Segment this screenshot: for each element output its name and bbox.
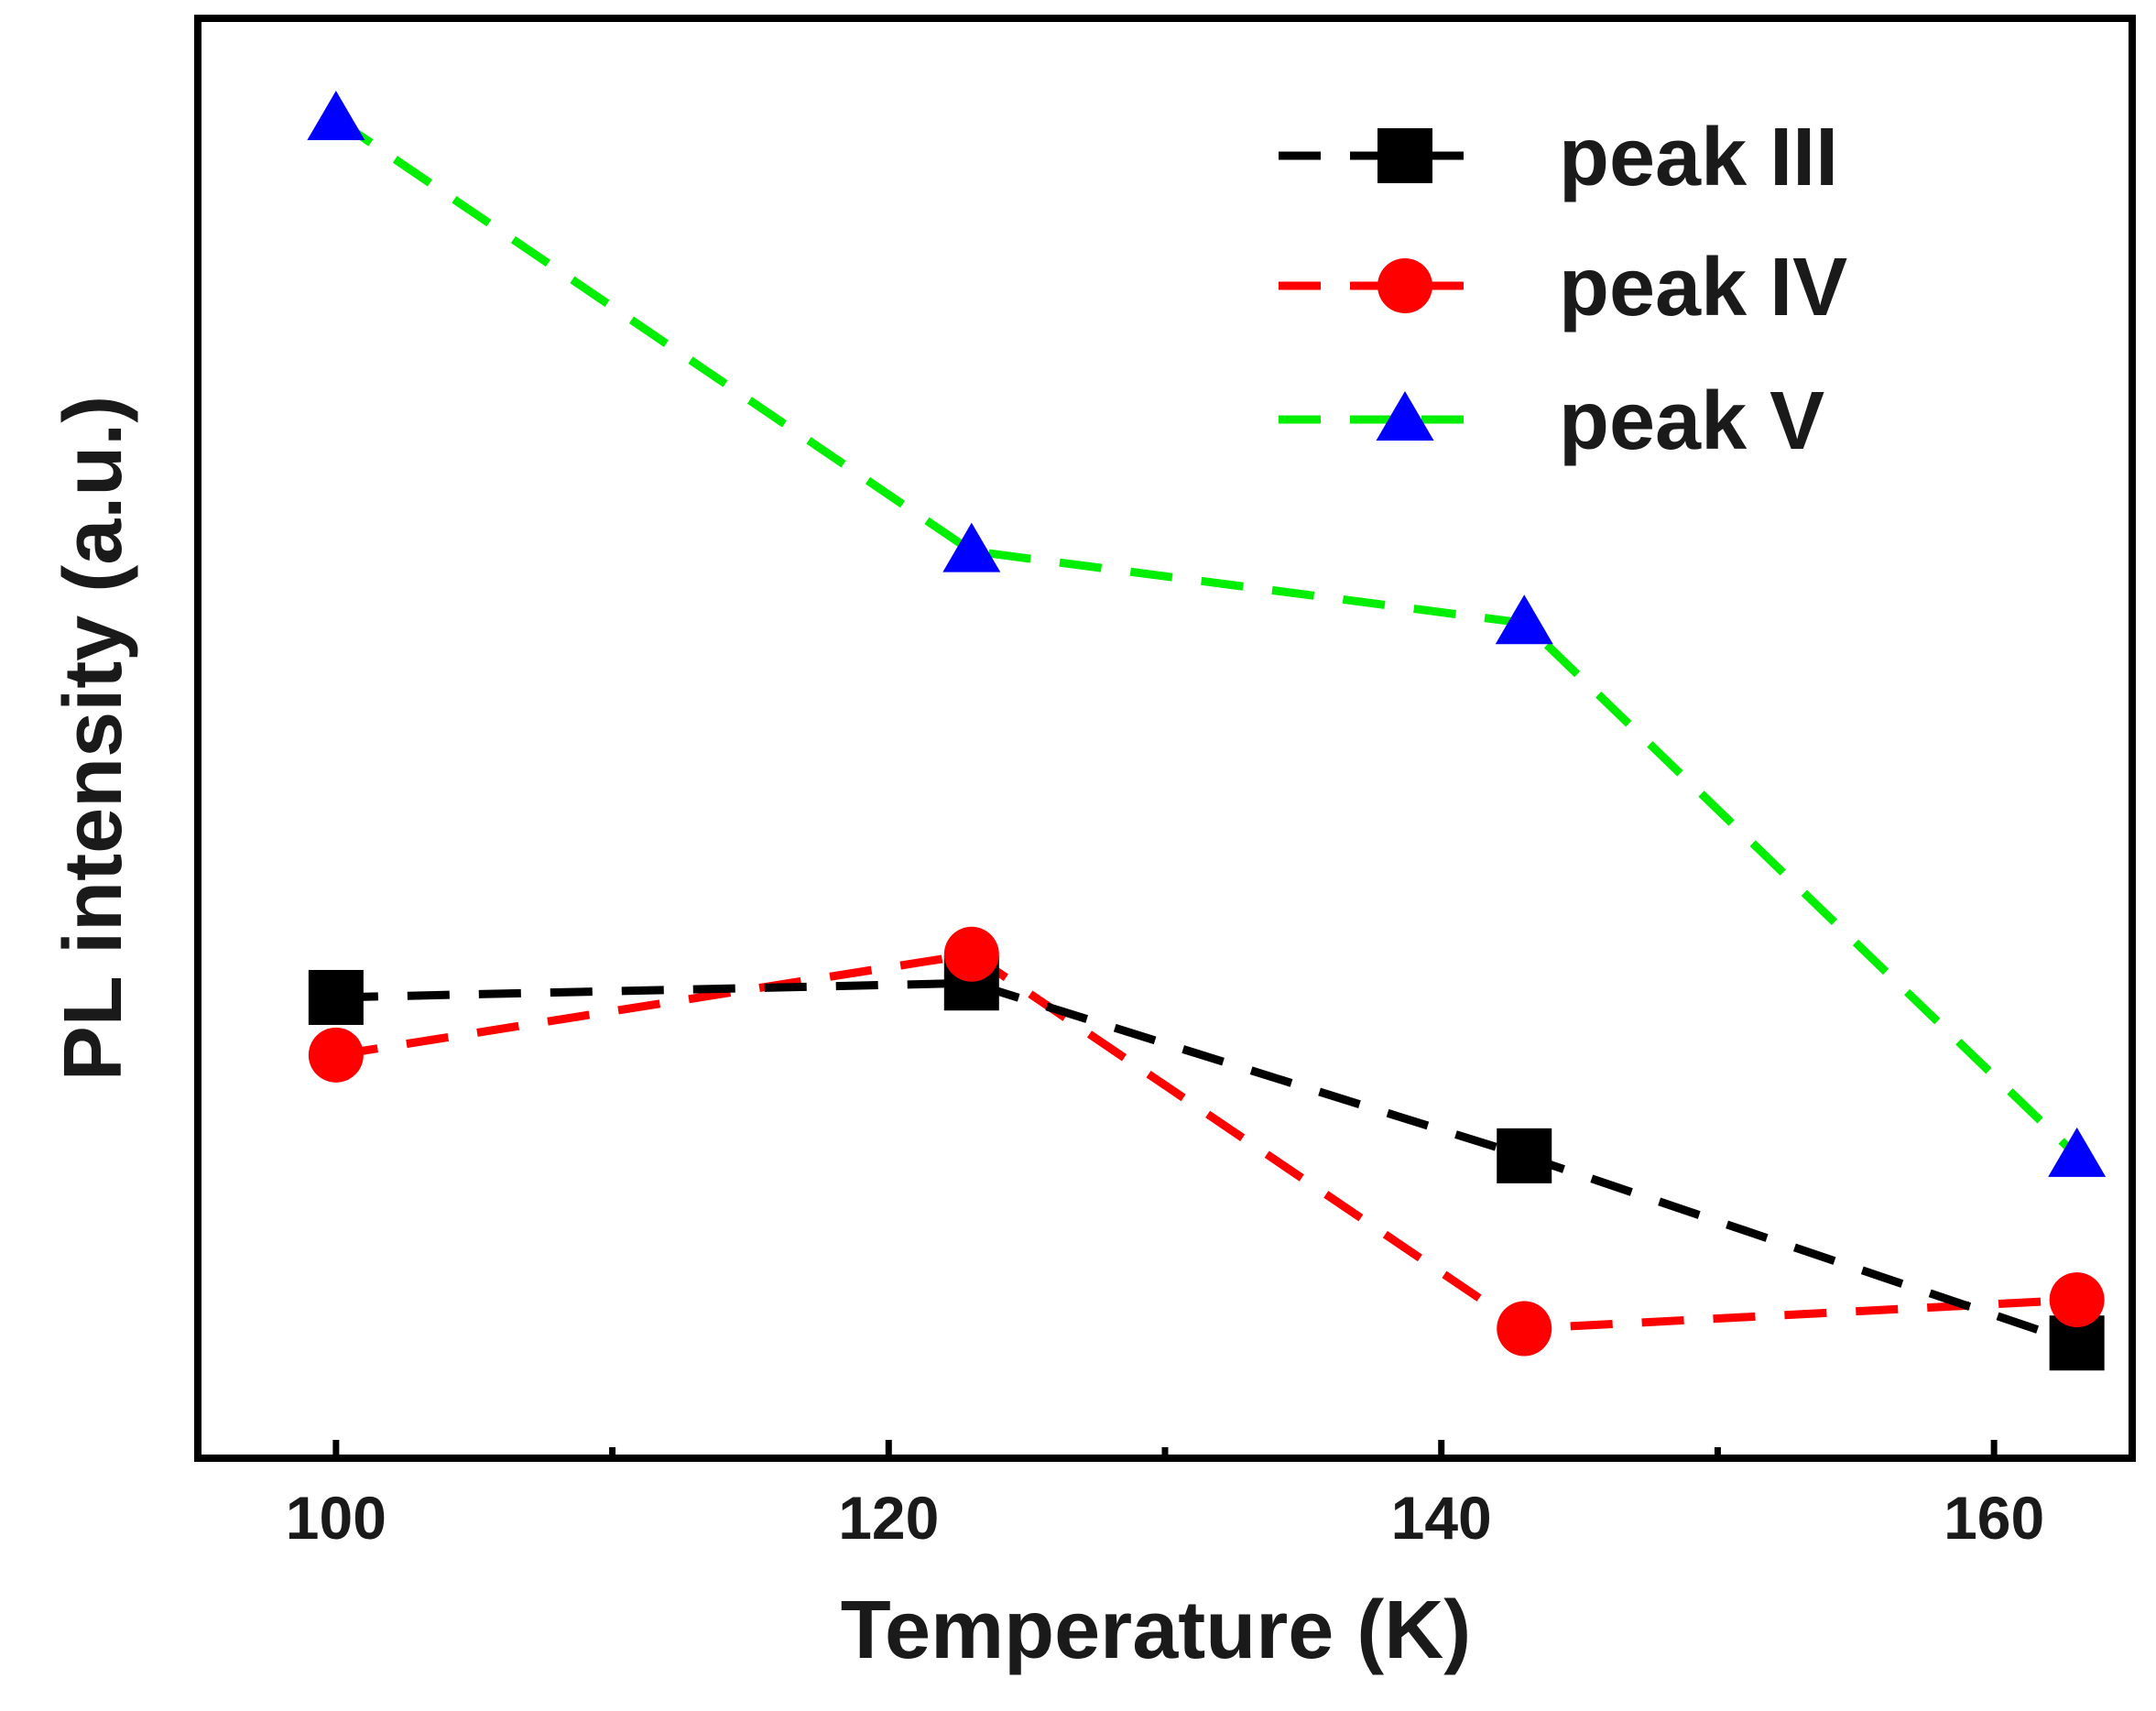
x-tick-label: 160 (1944, 1484, 2044, 1552)
legend-label: peak IV (1559, 242, 1847, 333)
legend-marker-square (1377, 128, 1432, 183)
legend-marker-circle (1377, 258, 1432, 313)
series-line (333, 115, 2080, 1160)
x-tick-label: 100 (286, 1484, 387, 1552)
series-square (335, 978, 2079, 1347)
series-line (335, 950, 2077, 1334)
data-point-circle (2049, 1272, 2105, 1328)
x-tick-label: 140 (1391, 1484, 1492, 1552)
x-axis-ticks: 100 120 140 160 (286, 1440, 2044, 1552)
data-point-square (1497, 1128, 1552, 1183)
series-triangle (333, 115, 2080, 1160)
legend: peak III peak IV peak V (1279, 112, 1847, 467)
series-line (335, 978, 2079, 1347)
x-axis-title: Temperature (K) (841, 1585, 1471, 1676)
data-point-circle (943, 926, 999, 982)
legend-label: peak V (1559, 376, 1824, 467)
data-point-triangle (942, 522, 1001, 572)
data-point-square (308, 969, 364, 1025)
series-circle (335, 950, 2077, 1334)
legend-label: peak III (1559, 112, 1838, 203)
data-point-circle (1497, 1301, 1552, 1357)
data-point-circle (308, 1027, 364, 1083)
data-point-triangle (2048, 1127, 2107, 1177)
data-point-triangle (1495, 594, 1553, 645)
y-axis-title: PL intensity (a.u.) (48, 396, 139, 1081)
legend-entry: peak V (1279, 376, 1824, 467)
legend-marker-triangle (1376, 391, 1434, 441)
data-point-triangle (307, 91, 365, 141)
plot-frame (194, 15, 2136, 1462)
legend-entry: peak IV (1279, 242, 1847, 333)
series-layer (307, 91, 2107, 1371)
x-tick-label: 120 (838, 1484, 939, 1552)
legend-entry: peak III (1279, 112, 1838, 203)
